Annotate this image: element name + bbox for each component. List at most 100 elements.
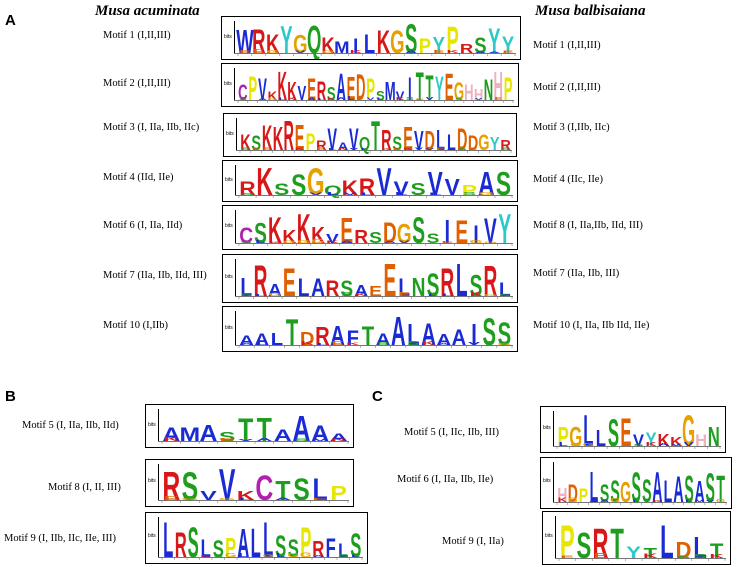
logo-letter: R (254, 257, 268, 302)
logo-letter: S (376, 88, 385, 103)
logo-letter-minor: K (338, 147, 348, 151)
motif-logo-a-6: bits L S R L A G E L A R S S A K E E L E N S L R L L L S K R G L S (222, 254, 518, 303)
logo-letter-minor: L (327, 191, 340, 196)
logo-letter-minor: K (403, 147, 413, 151)
logo-letter-minor: E (442, 241, 453, 244)
logo-letter: V (326, 232, 339, 246)
logo-letter: E (347, 71, 356, 106)
logo-letter-minor: L (256, 341, 267, 346)
logo-letter: E (295, 117, 305, 156)
logo-letter-minor: L (317, 342, 328, 345)
motif-label-a-right-7: Motif 10 (I, IIa, IIb IId, IIe) (533, 320, 650, 331)
logo-letter-minor: K (269, 241, 282, 243)
logo-letter-minor: L (361, 148, 369, 150)
logo-letter-minor: A (337, 96, 346, 101)
logo-letter: E (455, 214, 468, 249)
logo-letter: P (447, 20, 459, 59)
motif-logo-b-3: bits L R S L K S S P G A L L L G S L S G P G R A F L S S L (145, 512, 368, 564)
logo-letter: S (340, 277, 353, 302)
logo-letter-minor: E (313, 498, 328, 501)
logo-letter-minor: K (326, 240, 338, 244)
logo-letter-minor: E (503, 50, 514, 54)
logo-letter: L (590, 463, 599, 508)
logo-letter: S (470, 270, 483, 302)
logo-letter-minor: L (279, 96, 287, 100)
logo-letter-minor: V (671, 443, 682, 447)
logo-letter: P (330, 481, 347, 504)
logo-letter: T (426, 68, 434, 106)
bits-axis-label: bits (224, 80, 232, 87)
logo-letter: H (474, 87, 483, 104)
logo-letter: K (262, 119, 272, 156)
logo-letter: S (412, 210, 425, 249)
logo-letter-minor: S (633, 444, 643, 447)
logo-letter-minor: G (478, 191, 494, 196)
logo-letter: G (307, 161, 325, 201)
logo-letter: S (642, 473, 651, 508)
logo-letter: L (583, 407, 593, 452)
logo-letter-minor: K (295, 147, 304, 151)
logo-letter: H (494, 64, 503, 106)
logo-letter: G (293, 29, 307, 59)
logo-letter: C (255, 469, 273, 506)
logo-letter: L (693, 531, 707, 564)
logo-letter-minor: L (685, 499, 693, 503)
bits-axis-label: bits (225, 273, 233, 280)
logo-letter: G (390, 24, 404, 59)
bits-axis-label: bits (543, 478, 551, 484)
logo-letter-minor: E (332, 340, 344, 346)
motif-label-a-right-2: Motif 2 (I,II,III) (533, 82, 601, 93)
logo-letter: S (608, 412, 619, 452)
logo-letter: I (471, 317, 477, 351)
logo-letter: A (652, 463, 662, 508)
logo-letter: L (271, 329, 283, 348)
logo-letter-minor: G (225, 553, 237, 558)
logo-letter: S (474, 33, 486, 58)
logo-letter-minor: G (484, 294, 497, 297)
logo-letter-minor: L (276, 553, 285, 559)
logo-letter-minor: K (346, 342, 360, 346)
logo-letter: Y (645, 429, 656, 450)
logo-letter: P (558, 421, 569, 452)
logo-letter: K (297, 206, 311, 249)
logo-letter-minor: G (181, 498, 198, 500)
logo-letter: A (274, 427, 292, 445)
logo-letter: Y (488, 22, 500, 59)
logo-letter: Y (502, 32, 514, 59)
logo-letter: A (695, 475, 705, 508)
logo-letter: G (569, 421, 582, 452)
logo-letter: N (412, 272, 426, 301)
logo-letter-minor: K (355, 292, 369, 297)
logo-letter: V (219, 461, 236, 506)
logo-letter-minor: K (396, 96, 405, 101)
logo-letter-minor: V (695, 499, 705, 503)
logo-letter-minor: S (406, 96, 414, 101)
logo-letter-minor: K (710, 553, 725, 559)
logo-letter: Y (498, 206, 511, 249)
logo-letter: L (313, 472, 328, 506)
logo-letter: V (414, 125, 424, 156)
logo-letter: V (633, 431, 645, 450)
logo-letter: R (252, 22, 265, 59)
bits-axis-label: bits (224, 33, 232, 40)
logo-letter: E (403, 121, 413, 156)
logo-letter-minor: G (568, 497, 578, 504)
logo-letter-minor: K (646, 442, 658, 448)
logo-letter: Q (307, 17, 321, 59)
logo-letter: A (330, 432, 348, 444)
logo-letter: D (424, 125, 434, 156)
motif-label-b-3: Motif 9 (I, IIb, IIc, IIe, III) (4, 533, 116, 544)
logo-letter: S (288, 536, 299, 563)
motif-logo-c-1: bits P L G G L G L L S E V S Y K K A K V G V H N (540, 406, 726, 453)
logo-letter-minor: L (255, 239, 266, 244)
logo-letter: V (428, 166, 443, 201)
logo-letter: T (275, 475, 290, 506)
logo-letter: T (644, 545, 658, 562)
bits-axis-label: bits (148, 533, 156, 539)
logo-letter: S (251, 131, 261, 154)
logo-letter-minor: L (596, 442, 605, 447)
logo-letter-minor: V (343, 192, 357, 196)
logo-letter-minor: A (488, 51, 501, 54)
logo-letter-minor: S (463, 192, 477, 197)
logo-letter: A (293, 408, 311, 447)
